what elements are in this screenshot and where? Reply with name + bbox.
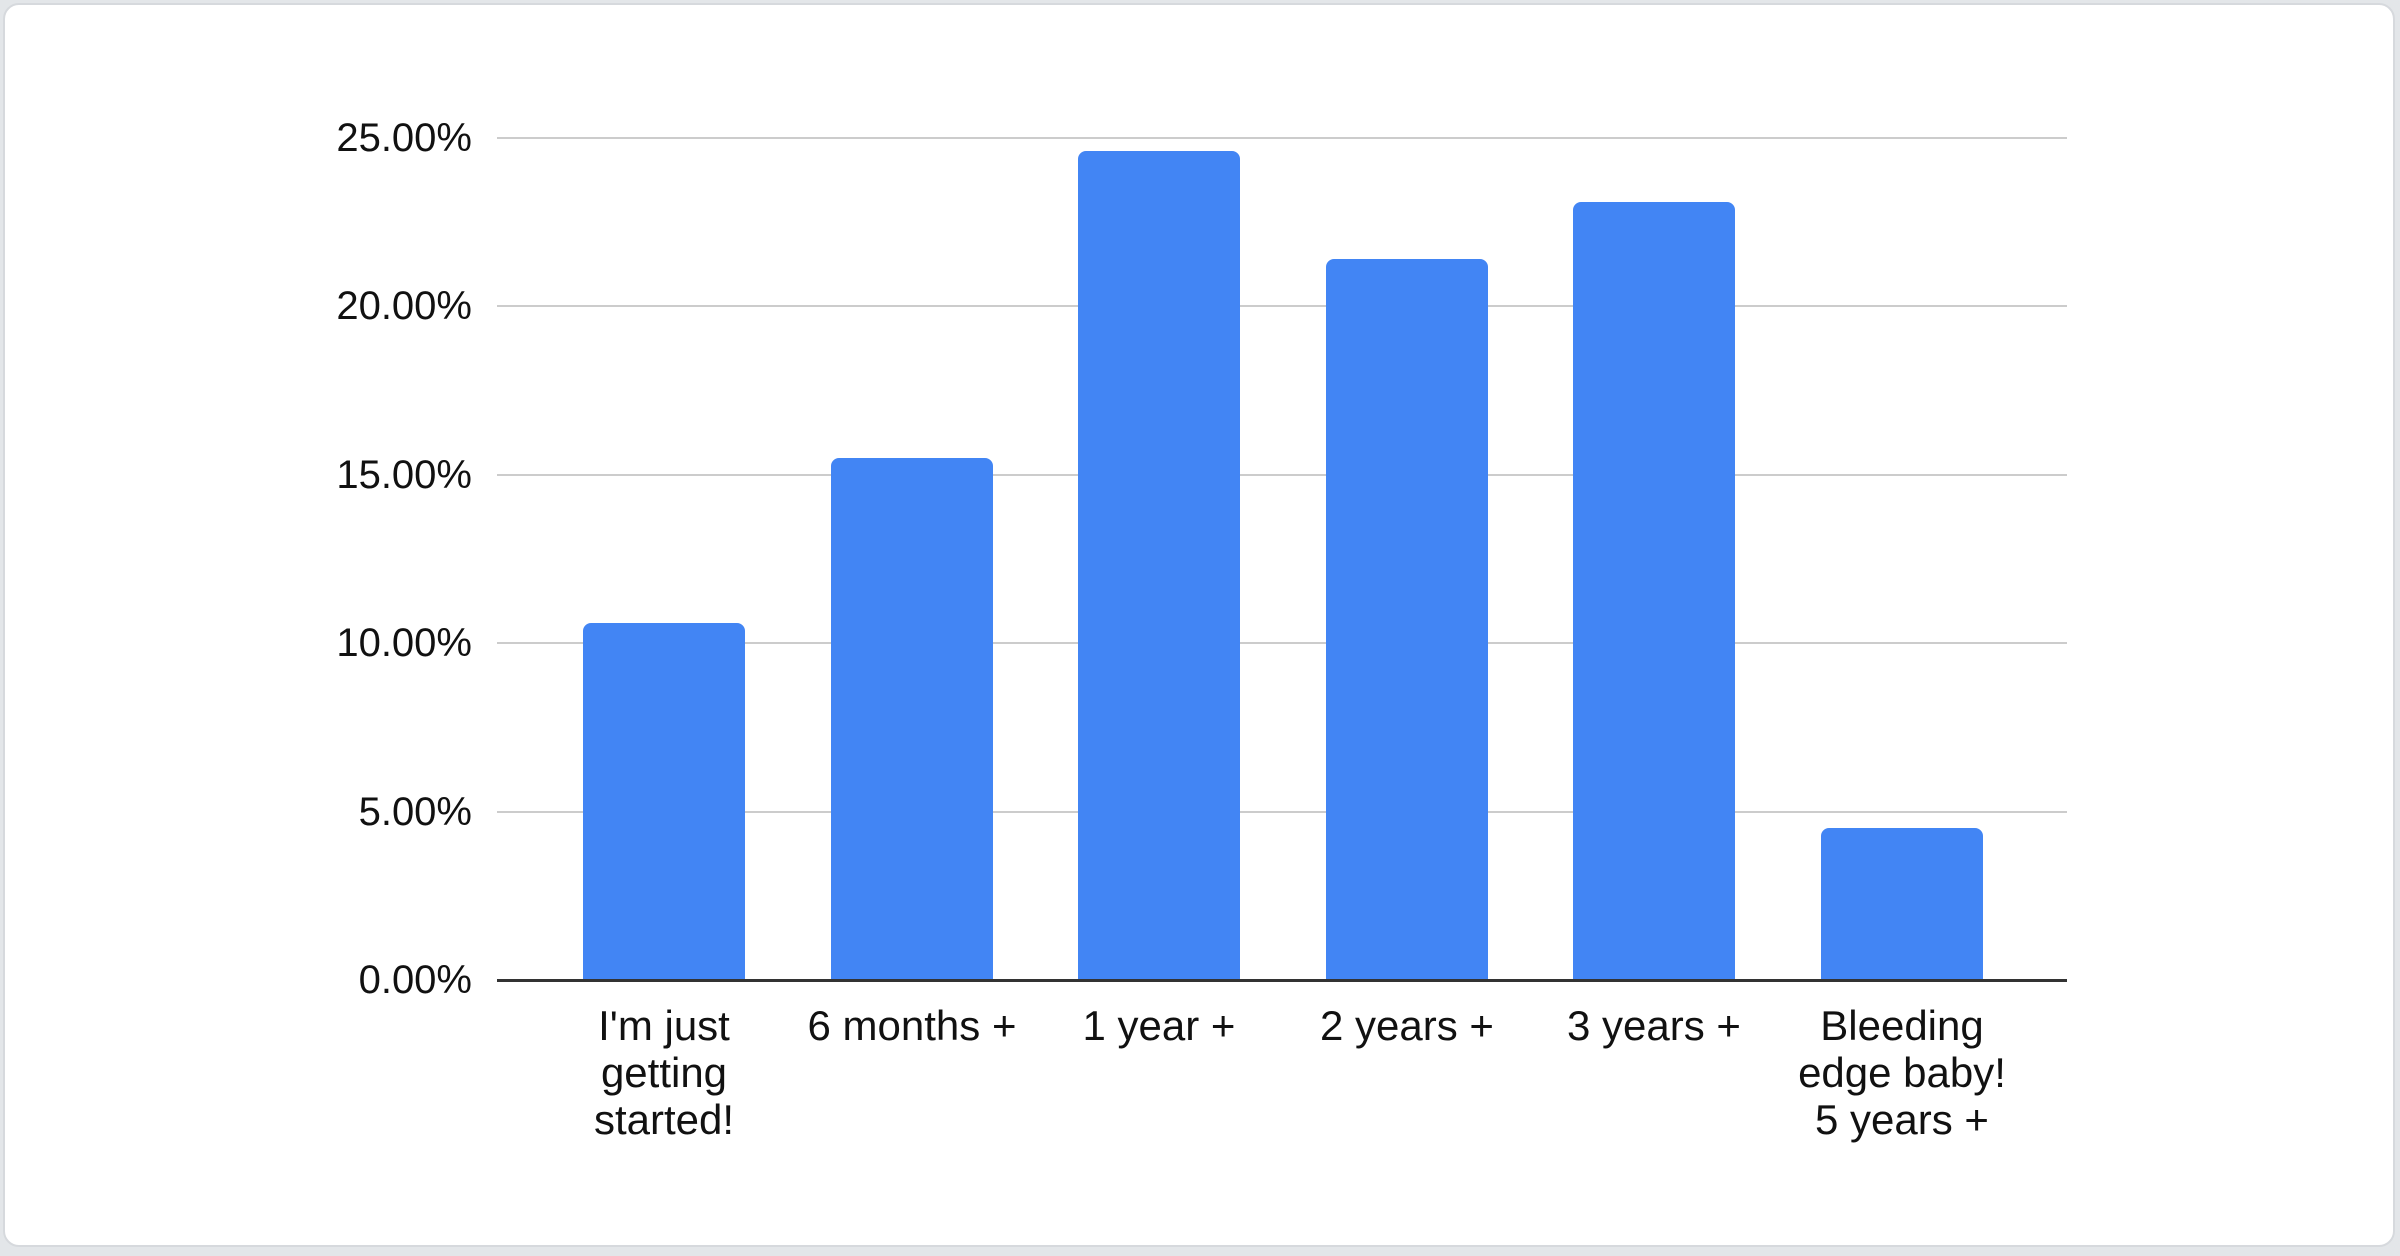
x-axis-baseline [497,979,2067,982]
bar-3-years-plus [1573,202,1735,980]
y-tick-label-5pct: 5.00% [358,789,472,834]
gridline-10pct [497,642,2067,645]
y-tick-label-15pct: 15.00% [336,452,472,497]
gridline-15pct [497,473,2067,476]
x-axis-label-6-months-plus: 6 months + [807,1002,1017,1049]
y-tick-label-0pct: 0.00% [358,958,472,1002]
gridline-20pct [497,305,2067,308]
gridline-25pct [497,137,2067,139]
bar-1-year-plus [1078,151,1240,980]
chart-plot-area [497,137,2067,982]
bar-6-months-plus [831,458,993,980]
y-tick-label-25pct: 25.00% [336,116,472,160]
x-axis-label-1-year-plus: 1 year + [1082,1002,1236,1049]
bar-im-just-getting-started [583,623,745,980]
bar-2-years-plus [1326,259,1488,980]
bar-bleeding-edge-baby-5-years-plus [1821,828,1983,980]
x-axis-label-3-years-plus: 3 years + [1567,1002,1741,1049]
y-tick-label-20pct: 20.00% [336,284,472,329]
x-axis-label-bleeding-edge-baby-5-years-plus: Bleeding edge baby! 5 years + [1798,1002,2006,1143]
x-axis-label-im-just-getting-started: I'm just getting started! [593,1002,735,1143]
y-tick-label-10pct: 10.00% [336,621,472,666]
gridline-5pct [497,810,2067,813]
x-axis-label-2-years-plus: 2 years + [1320,1002,1494,1049]
